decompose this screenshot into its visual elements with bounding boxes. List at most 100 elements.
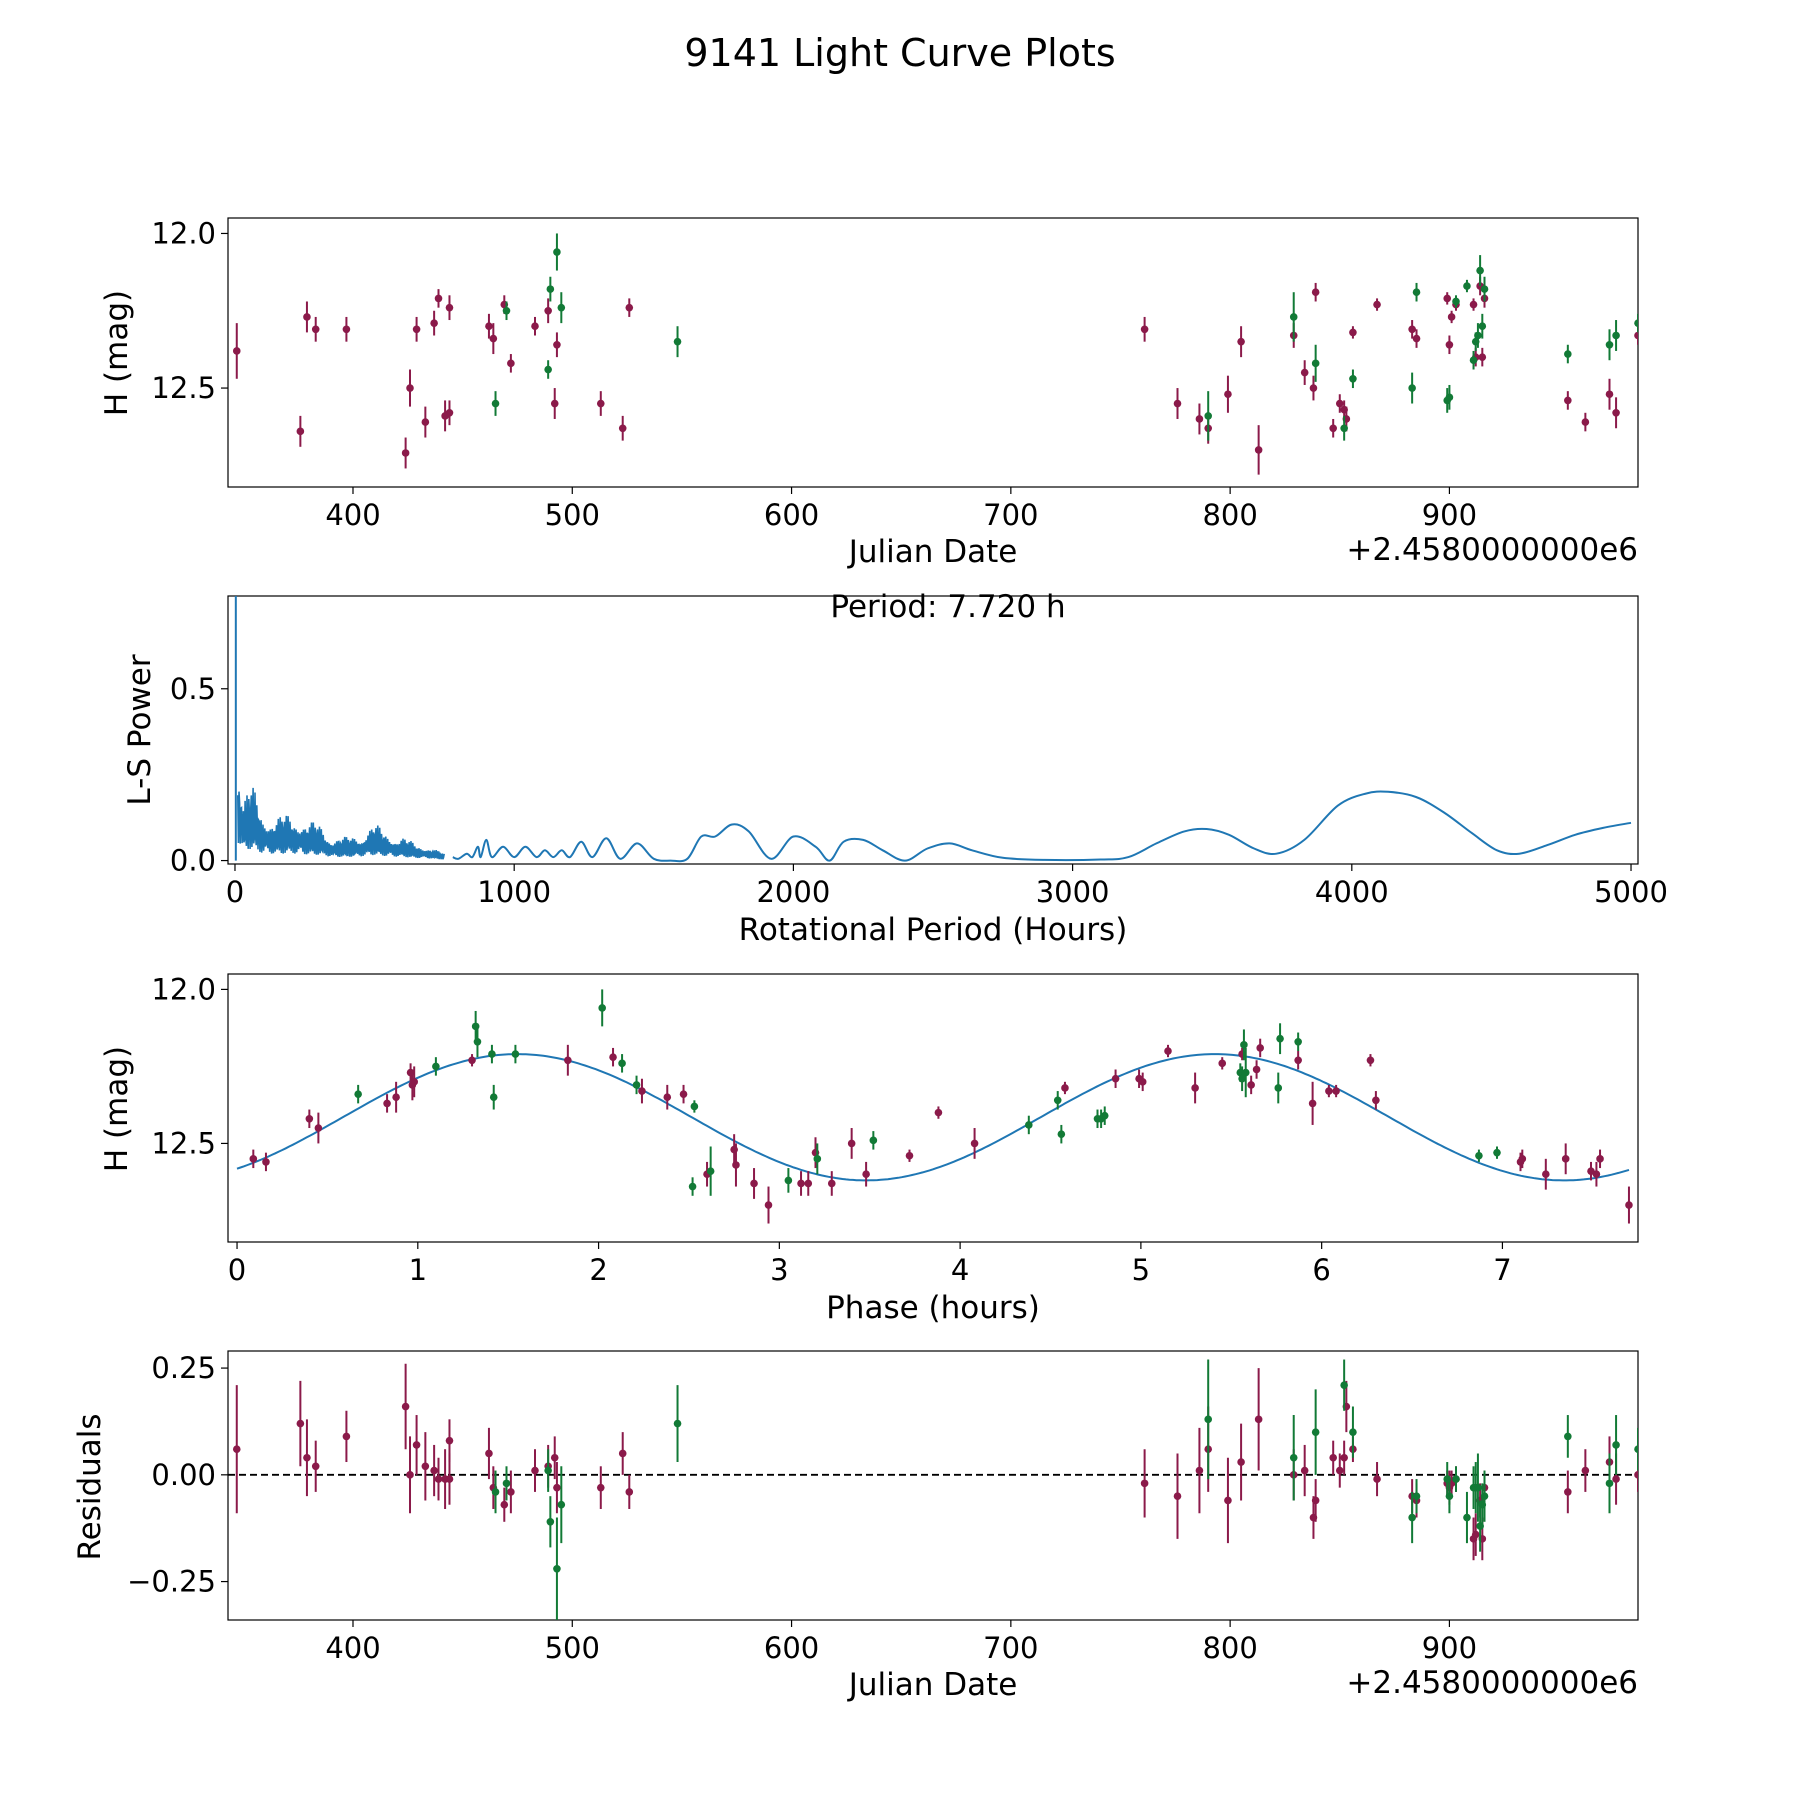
green-point — [1311, 359, 1320, 368]
green-point — [632, 1081, 641, 1089]
y-tick-label: 12.0 — [151, 972, 216, 1006]
green-point — [1412, 1492, 1421, 1500]
y-tick-label: 0.5 — [170, 672, 216, 706]
phased-lightcurve-axes: 0 1 2 3 4 5 6 7 12.0 12.5 — [151, 972, 1639, 1287]
purple-point — [1308, 1099, 1317, 1108]
figure-title: 9141 Light Curve Plots — [684, 31, 1115, 75]
purple-point — [564, 1056, 572, 1065]
purple-point — [1300, 368, 1309, 377]
green-point — [557, 1500, 566, 1509]
green-point — [1340, 1381, 1348, 1389]
purple-point — [732, 1161, 740, 1169]
purple-point — [232, 347, 241, 355]
purple-point — [553, 1483, 561, 1492]
y-tick-label: 0.00 — [151, 1458, 216, 1492]
y-tick-label: 0.0 — [170, 844, 216, 878]
purple-point — [232, 1445, 241, 1454]
plot-area — [232, 233, 1638, 475]
green-point — [598, 1004, 606, 1012]
x-tick-label: 400 — [325, 1631, 380, 1665]
purple-point — [1237, 1458, 1245, 1466]
x-tick-label: 700 — [983, 1631, 1038, 1665]
green-point — [1605, 1479, 1614, 1488]
purple-point — [1256, 1044, 1264, 1052]
purple-point — [1612, 1475, 1620, 1483]
purple-point — [311, 325, 320, 334]
purple-point — [445, 1436, 454, 1445]
green-point — [673, 337, 682, 346]
purple-point — [1412, 334, 1421, 343]
purple-point — [421, 418, 430, 426]
purple-point — [847, 1139, 856, 1148]
purple-point — [1581, 418, 1590, 426]
green-point — [1274, 1084, 1283, 1092]
purple-point — [1254, 446, 1263, 454]
green-point — [1475, 1151, 1483, 1160]
purple-point — [1061, 1084, 1069, 1092]
purple-point — [421, 1462, 430, 1471]
green-point — [784, 1176, 793, 1185]
residuals-offset-text: +2.4580000000e6 — [1346, 1665, 1638, 1701]
purple-point — [797, 1179, 805, 1188]
y-tick-label: 12.5 — [151, 1126, 216, 1160]
purple-point — [804, 1179, 813, 1188]
y-tick-label: 0.25 — [151, 1351, 216, 1385]
x-tick-label: 500 — [545, 498, 600, 532]
purple-point — [1471, 1530, 1480, 1539]
purple-point — [1111, 1074, 1120, 1083]
lightcurve-xlabel: Julian Date — [847, 534, 1018, 570]
plot-area — [234, 596, 1632, 863]
x-tick-label: 600 — [764, 1631, 819, 1665]
green-point — [473, 1037, 482, 1046]
purple-point — [406, 384, 414, 392]
periodogram-ylabel: L-S Power — [122, 654, 158, 805]
purple-point — [1518, 1155, 1527, 1163]
green-point — [1340, 424, 1348, 433]
purple-point — [1173, 1492, 1182, 1500]
green-point — [1469, 356, 1478, 365]
green-point — [1612, 1441, 1620, 1449]
purple-point — [445, 1475, 454, 1483]
purple-point — [618, 424, 627, 433]
purple-point — [1447, 313, 1456, 321]
green-point — [502, 1479, 511, 1488]
green-point — [544, 1466, 552, 1475]
y-tick-label: −0.25 — [127, 1565, 216, 1599]
phased-xlabel: Phase (hours) — [826, 1290, 1040, 1326]
x-tick-label: 4 — [951, 1253, 969, 1287]
x-tick-label: 1 — [409, 1253, 427, 1287]
purple-point — [550, 399, 559, 408]
x-tick-label: 900 — [1422, 498, 1477, 532]
green-point — [432, 1062, 440, 1071]
green-point — [1204, 1415, 1213, 1424]
green-point — [813, 1155, 822, 1163]
purple-point — [296, 427, 305, 436]
purple-point — [1164, 1047, 1172, 1055]
purple-point — [764, 1201, 773, 1209]
purple-point — [1294, 1056, 1302, 1065]
x-tick-label: 800 — [1202, 498, 1257, 532]
green-point — [1474, 1483, 1482, 1492]
green-point — [1474, 331, 1482, 340]
purple-point — [1195, 1466, 1204, 1475]
purple-point — [1564, 396, 1572, 405]
green-point — [511, 1050, 520, 1058]
purple-point — [1596, 1155, 1604, 1163]
green-point — [1452, 1475, 1460, 1483]
green-point — [546, 285, 555, 293]
green-point — [1240, 1041, 1248, 1049]
plot-area — [236, 989, 1633, 1224]
x-tick-label: 400 — [325, 498, 380, 532]
purple-point — [1311, 288, 1320, 297]
purple-point — [1366, 1056, 1375, 1065]
green-point — [1480, 285, 1489, 293]
periodogram-xlabel: Rotational Period (Hours) — [739, 912, 1128, 948]
purple-point — [1325, 1087, 1333, 1095]
green-point — [1493, 1148, 1501, 1157]
purple-point — [862, 1170, 870, 1179]
purple-point — [596, 1483, 605, 1492]
purple-point — [618, 1449, 627, 1458]
purple-point — [445, 408, 454, 417]
purple-point — [1634, 331, 1638, 340]
